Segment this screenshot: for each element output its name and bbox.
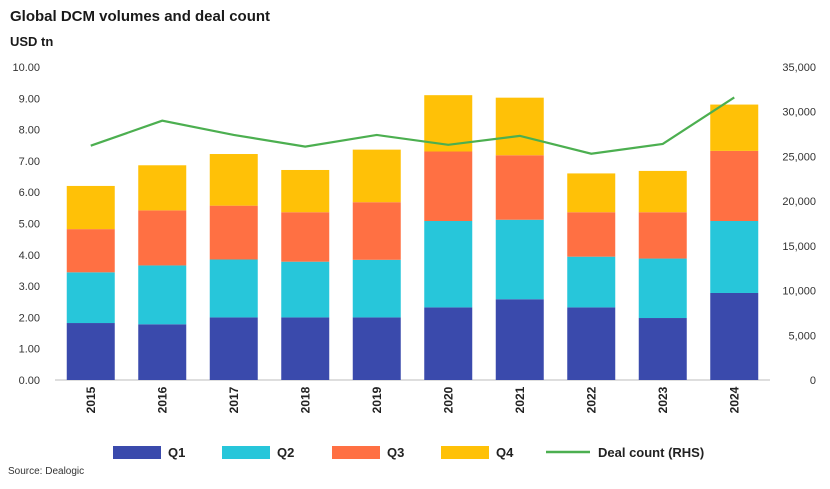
chart-title: Global DCM volumes and deal count bbox=[10, 8, 271, 25]
y-tick-label: 1.00 bbox=[19, 344, 40, 356]
chart-subtitle: USD tn bbox=[10, 34, 54, 49]
x-tick-label: 2019 bbox=[370, 386, 384, 413]
bar-q1-2020 bbox=[424, 307, 473, 380]
x-tick-label: 2023 bbox=[656, 386, 670, 413]
y-tick-label: 8.00 bbox=[19, 125, 40, 137]
legend-swatch bbox=[332, 446, 380, 459]
legend-label: Q2 bbox=[277, 445, 294, 460]
bar-q2-2016 bbox=[138, 265, 187, 325]
legend-label: Deal count (RHS) bbox=[598, 445, 704, 460]
x-tick-label: 2018 bbox=[298, 386, 312, 413]
bar-q3-2018 bbox=[281, 212, 330, 262]
x-tick-label: 2015 bbox=[84, 386, 98, 413]
y-tick-label: 0.00 bbox=[19, 375, 40, 387]
bar-q2-2019 bbox=[352, 259, 401, 318]
bar-q1-2019 bbox=[352, 317, 401, 380]
bar-q4-2019 bbox=[352, 149, 401, 203]
legend-swatch bbox=[441, 446, 489, 459]
bar-q3-2015 bbox=[66, 229, 115, 273]
y2-tick-label: 20,000 bbox=[782, 196, 816, 208]
x-tick-label: 2021 bbox=[513, 386, 527, 413]
bar-q4-2017 bbox=[209, 154, 258, 206]
bar-q1-2016 bbox=[138, 324, 187, 380]
legend-swatch bbox=[113, 446, 161, 459]
x-tick-label: 2024 bbox=[727, 386, 741, 413]
bar-q1-2017 bbox=[209, 317, 258, 380]
bar-q3-2022 bbox=[567, 212, 616, 257]
y-tick-label: 7.00 bbox=[19, 156, 40, 168]
bar-q2-2015 bbox=[66, 272, 115, 324]
bar-q1-2024 bbox=[710, 292, 759, 380]
bar-q3-2017 bbox=[209, 205, 258, 260]
bar-q2-2023 bbox=[638, 258, 687, 319]
bar-q4-2018 bbox=[281, 169, 330, 213]
y-tick-label: 4.00 bbox=[19, 250, 40, 262]
y-tick-label: 5.00 bbox=[19, 219, 40, 231]
legend-label: Q1 bbox=[168, 445, 185, 460]
bar-q1-2022 bbox=[567, 307, 616, 380]
bar-q4-2024 bbox=[710, 104, 759, 151]
y-tick-label: 9.00 bbox=[19, 93, 40, 105]
bar-q3-2021 bbox=[495, 155, 544, 220]
bar-q3-2024 bbox=[710, 150, 759, 221]
y-tick-label: 6.00 bbox=[19, 187, 40, 199]
legend-label: Q3 bbox=[387, 445, 404, 460]
bar-q1-2018 bbox=[281, 317, 330, 380]
bar-q3-2019 bbox=[352, 202, 401, 260]
y-tick-label: 2.00 bbox=[19, 312, 40, 324]
bar-q2-2022 bbox=[567, 256, 616, 308]
bar-q3-2023 bbox=[638, 212, 687, 259]
bar-q4-2023 bbox=[638, 170, 687, 213]
x-tick-label: 2017 bbox=[227, 386, 241, 413]
bars bbox=[66, 95, 759, 380]
x-axis: 2015 2016 2017 2018 2019 2020 2021 2022 2023 2024 bbox=[84, 386, 742, 413]
bar-q3-2020 bbox=[424, 151, 473, 221]
bar-q2-2021 bbox=[495, 219, 544, 300]
deal-count-line bbox=[90, 96, 735, 155]
legend-swatch bbox=[222, 446, 270, 459]
bar-q4-2015 bbox=[66, 185, 115, 230]
bar-q2-2024 bbox=[710, 220, 759, 293]
bar-q2-2017 bbox=[209, 259, 258, 318]
bar-q3-2016 bbox=[138, 210, 187, 266]
legend: Q1 Q2 Q3 Q4 Deal count (RHS) bbox=[113, 445, 704, 460]
x-tick-label: 2022 bbox=[584, 386, 598, 413]
y-tick-label: 10.00 bbox=[12, 62, 40, 74]
bar-q2-2018 bbox=[281, 261, 330, 318]
y-axis-right: 0 5,000 10,000 15,000 20,000 25,000 30,000 35,0… bbox=[782, 62, 816, 387]
bar-q1-2015 bbox=[66, 323, 115, 380]
bar-q4-2021 bbox=[495, 97, 544, 156]
y2-tick-label: 0 bbox=[810, 375, 816, 387]
x-tick-label: 2020 bbox=[441, 386, 455, 413]
y-axis-left: 0.00 1.00 2.00 3.00 4.00 5.00 6.00 7.00 8.00 9.00… bbox=[12, 62, 40, 387]
y2-tick-label: 15,000 bbox=[782, 241, 816, 253]
bar-q2-2020 bbox=[424, 220, 473, 308]
y-tick-label: 3.00 bbox=[19, 281, 40, 293]
y2-tick-label: 5,000 bbox=[788, 330, 816, 342]
y2-tick-label: 10,000 bbox=[782, 286, 816, 298]
source-note: Source: Dealogic bbox=[8, 466, 85, 477]
bar-q4-2016 bbox=[138, 165, 187, 211]
y2-tick-label: 25,000 bbox=[782, 151, 816, 163]
bar-q4-2022 bbox=[567, 173, 616, 213]
y2-tick-label: 35,000 bbox=[782, 62, 816, 74]
y2-tick-label: 30,000 bbox=[782, 107, 816, 119]
x-tick-label: 2016 bbox=[155, 386, 169, 413]
bar-q1-2021 bbox=[495, 299, 544, 380]
bar-q1-2023 bbox=[638, 318, 687, 380]
legend-label: Q4 bbox=[496, 445, 514, 460]
